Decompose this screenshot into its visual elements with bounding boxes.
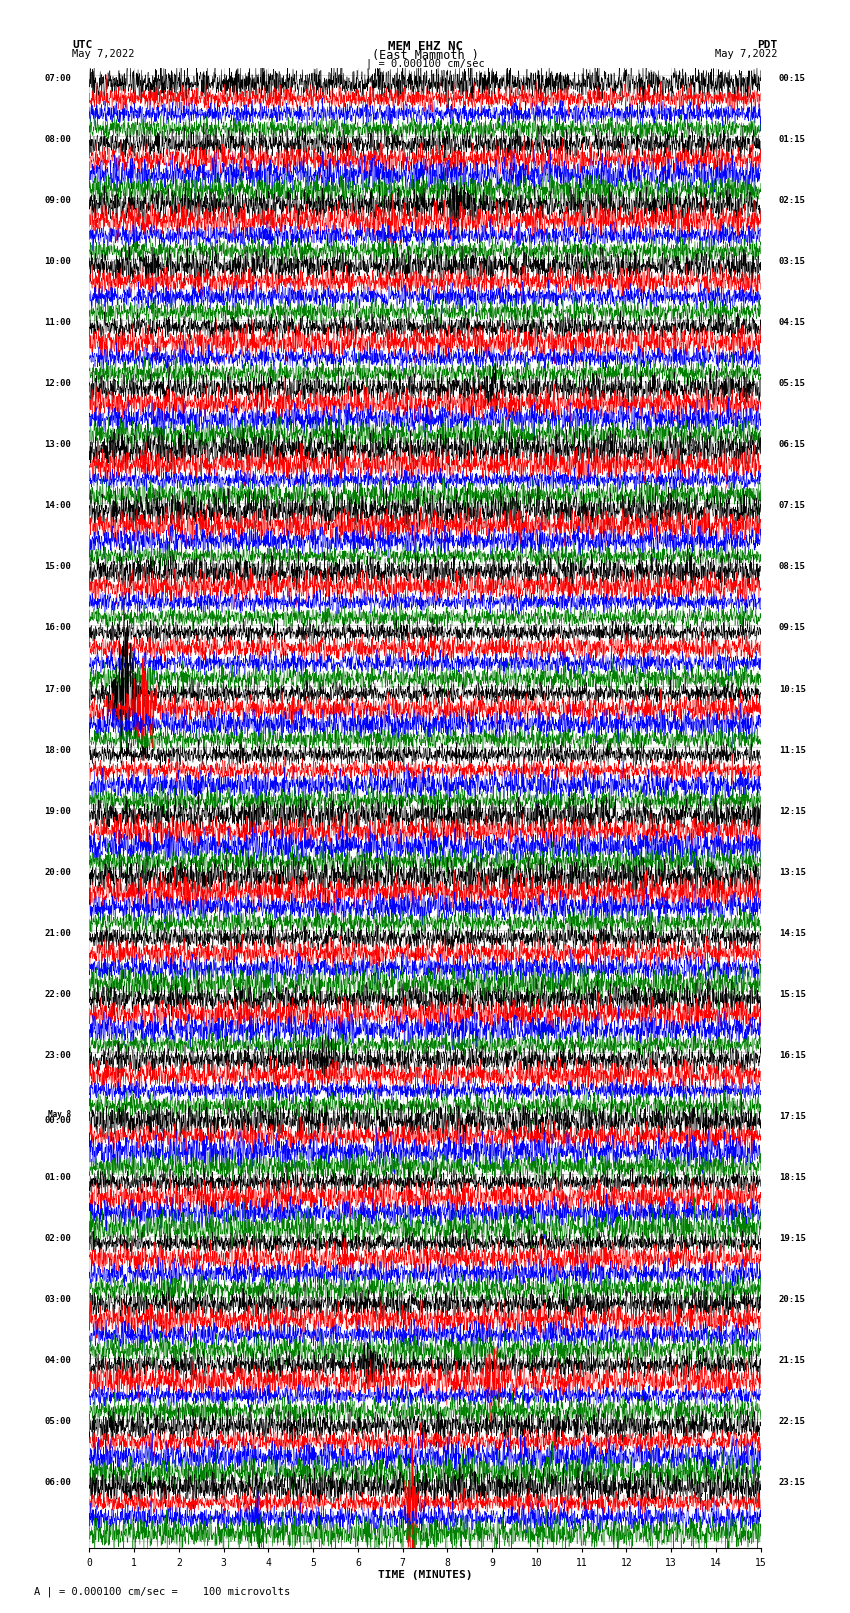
- Text: 15:15: 15:15: [779, 990, 806, 998]
- Text: 18:00: 18:00: [44, 745, 71, 755]
- Text: 06:15: 06:15: [779, 440, 806, 450]
- Text: 04:15: 04:15: [779, 318, 806, 327]
- Text: 21:15: 21:15: [779, 1357, 806, 1365]
- Text: 19:00: 19:00: [44, 806, 71, 816]
- Text: 12:15: 12:15: [779, 806, 806, 816]
- Text: 07:15: 07:15: [779, 502, 806, 510]
- Text: 16:15: 16:15: [779, 1052, 806, 1060]
- Text: | = 0.000100 cm/sec: | = 0.000100 cm/sec: [366, 58, 484, 69]
- Text: 15:00: 15:00: [44, 563, 71, 571]
- Text: 22:00: 22:00: [44, 990, 71, 998]
- Text: 05:15: 05:15: [779, 379, 806, 389]
- Text: 02:00: 02:00: [44, 1234, 71, 1244]
- Text: 10:00: 10:00: [44, 256, 71, 266]
- Text: 21:00: 21:00: [44, 929, 71, 937]
- Text: 11:15: 11:15: [779, 745, 806, 755]
- Text: May 7,2022: May 7,2022: [72, 50, 135, 60]
- Text: 09:00: 09:00: [44, 197, 71, 205]
- Text: 07:00: 07:00: [44, 74, 71, 82]
- Text: 04:00: 04:00: [44, 1357, 71, 1365]
- Text: 01:00: 01:00: [44, 1173, 71, 1182]
- Text: May 8: May 8: [48, 1110, 71, 1119]
- Text: 02:15: 02:15: [779, 197, 806, 205]
- Text: 00:15: 00:15: [779, 74, 806, 82]
- Text: 09:15: 09:15: [779, 624, 806, 632]
- Text: 17:00: 17:00: [44, 684, 71, 694]
- Text: 20:15: 20:15: [779, 1295, 806, 1305]
- Text: 05:00: 05:00: [44, 1418, 71, 1426]
- Text: 08:15: 08:15: [779, 563, 806, 571]
- Text: 23:00: 23:00: [44, 1052, 71, 1060]
- X-axis label: TIME (MINUTES): TIME (MINUTES): [377, 1571, 473, 1581]
- Text: 14:15: 14:15: [779, 929, 806, 937]
- Text: 00:00: 00:00: [44, 1116, 71, 1124]
- Text: 13:00: 13:00: [44, 440, 71, 450]
- Text: 11:00: 11:00: [44, 318, 71, 327]
- Text: 18:15: 18:15: [779, 1173, 806, 1182]
- Text: 20:00: 20:00: [44, 868, 71, 877]
- Text: 03:00: 03:00: [44, 1295, 71, 1305]
- Text: 22:15: 22:15: [779, 1418, 806, 1426]
- Text: A | = 0.000100 cm/sec =    100 microvolts: A | = 0.000100 cm/sec = 100 microvolts: [34, 1586, 290, 1597]
- Text: 08:00: 08:00: [44, 135, 71, 144]
- Text: 01:15: 01:15: [779, 135, 806, 144]
- Text: UTC: UTC: [72, 39, 93, 50]
- Text: 06:00: 06:00: [44, 1479, 71, 1487]
- Text: (East Mammoth ): (East Mammoth ): [371, 50, 479, 63]
- Text: 10:15: 10:15: [779, 684, 806, 694]
- Text: 14:00: 14:00: [44, 502, 71, 510]
- Text: 16:00: 16:00: [44, 624, 71, 632]
- Text: 13:15: 13:15: [779, 868, 806, 877]
- Text: May 7,2022: May 7,2022: [715, 50, 778, 60]
- Text: 17:15: 17:15: [779, 1111, 806, 1121]
- Text: 23:15: 23:15: [779, 1479, 806, 1487]
- Text: 12:00: 12:00: [44, 379, 71, 389]
- Text: 03:15: 03:15: [779, 256, 806, 266]
- Text: MEM EHZ NC: MEM EHZ NC: [388, 39, 462, 53]
- Text: PDT: PDT: [757, 39, 778, 50]
- Text: 19:15: 19:15: [779, 1234, 806, 1244]
